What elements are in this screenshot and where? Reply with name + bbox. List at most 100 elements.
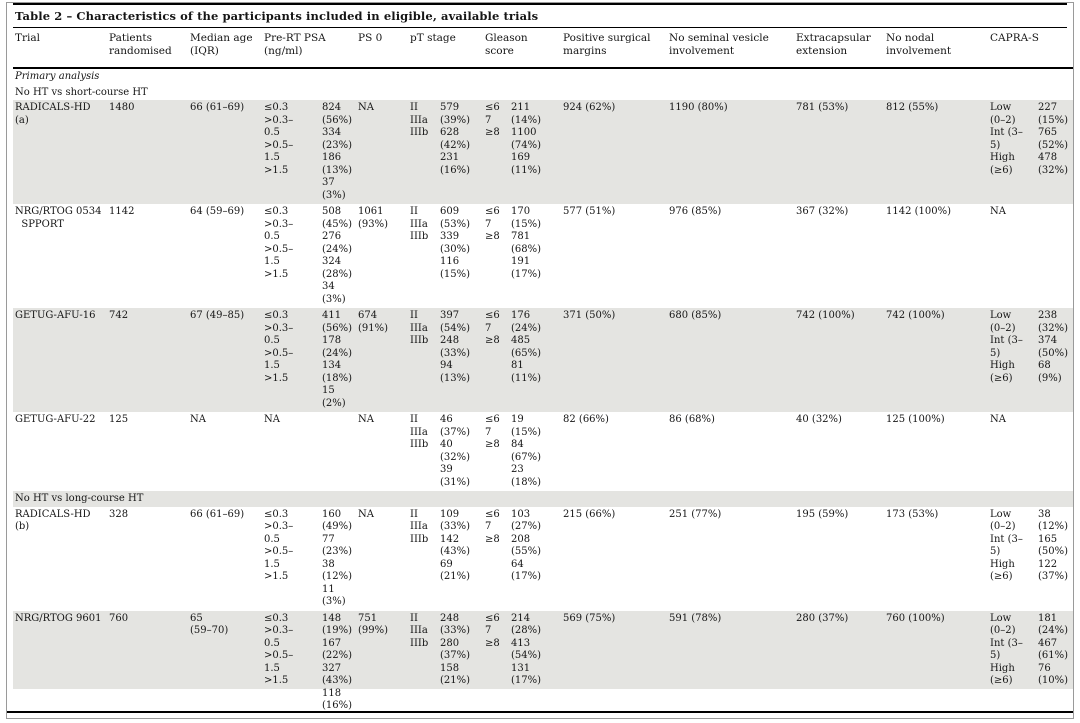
cell-gleason-value: 211 (14%) 1100 (74%) 169 (11%) [509, 100, 562, 204]
cell-trial: GETUG-AFU-22 [15, 414, 96, 425]
table-title: Table 2 – Characteristics of the partici… [13, 3, 1067, 28]
cell-trial: RADICALS-HD (b) [15, 508, 91, 533]
cell-gleason-value: 19 (15%) 84 (67%) 23 (18%) [511, 414, 542, 488]
cell-patients-randomised: 1480 [107, 100, 188, 204]
cell-extracapsular-extension: 195 (59%) [796, 508, 849, 520]
column-header: Median age (IQR) [188, 28, 262, 69]
cell-no-nodal-involvement: 125 (100%) [886, 414, 945, 425]
cell-pt-stage-value: 46 (37%) 40 (32%) 39 (31%) [440, 414, 471, 488]
cell-psa-category: NA [264, 414, 280, 425]
section-label: No HT vs short-course HT [15, 86, 148, 98]
cell-extracapsular-extension: 280 (37%) [794, 610, 885, 715]
section-row: Primary analysis [13, 68, 1073, 85]
table-row: GETUG-AFU-16 742 67 (49–85) ≤0.3 >0.3– 0.5 … [13, 308, 1073, 412]
cell-pt-stage-category: II IIIa IIIb [410, 414, 429, 450]
cell-no-nodal-involvement: 760 (100%) [884, 610, 989, 715]
cell-median-age: 64 (59–69) [190, 206, 245, 217]
cell-median-age: 65 (59–70) [188, 610, 262, 715]
cell-pt-stage-category: II IIIa IIIb [408, 610, 438, 715]
cell-psa-value: 824 (56%) 334 (23%) 186 (13%) 37 (3%) [320, 100, 356, 204]
cell-capra-value: 38 (12%) 165 (50%) 122 (37%) [1038, 508, 1069, 583]
column-header: Patients randomised [107, 28, 188, 69]
cell-median-age: 66 (61–69) [188, 100, 262, 204]
cell-no-nodal-involvement: 1142 (100%) [886, 206, 952, 217]
table-row: NRG/RTOG 9601 760 65 (59–70) ≤0.3 >0.3– 0.5… [13, 610, 1073, 715]
cell-positive-surgical-margins: 82 (66%) [563, 414, 609, 425]
cell-capra-value: 227 (15%) 765 (52%) 478 (32%) [1036, 100, 1073, 204]
column-header: No nodal involvement [884, 28, 989, 69]
cell-gleason-value: 176 (24%) 485 (65%) 81 (11%) [509, 308, 562, 412]
cell-no-seminal-vesicle-involvement: 86 (68%) [669, 414, 715, 425]
table-row: RADICALS-HD (a) 1480 66 (61–69) ≤0.3 >0.3– … [13, 100, 1073, 204]
cell-ps0: NA [358, 414, 374, 425]
cell-median-age: 67 (49–85) [188, 308, 262, 412]
cell-capra-value: 238 (32%) 374 (50%) 68 (9%) [1036, 308, 1073, 412]
cell-patients-randomised: 1142 [109, 206, 135, 217]
cell-psa-value: 508 (45%) 276 (24%) 324 (28%) 34 (3%) [322, 206, 353, 305]
cell-trial: GETUG-AFU-16 [13, 308, 107, 412]
cell-capra-category: Low (0–2) Int (3– 5) High (≥6) [988, 308, 1037, 412]
cell-pt-stage-value: 109 (33%) 142 (43%) 69 (21%) [440, 508, 471, 583]
cell-pt-stage-category: II IIIa IIIb [408, 100, 438, 204]
cell-capra-category: Low (0–2) Int (3– 5) High (≥6) [990, 508, 1023, 583]
cell-no-nodal-involvement: 812 (55%) [884, 100, 989, 204]
cell-no-seminal-vesicle-involvement: 591 (78%) [667, 610, 795, 715]
cell-psa-category: ≤0.3 >0.3– 0.5 >0.5– 1.5 >1.5 [264, 508, 294, 583]
cell-psa-value [320, 412, 356, 491]
cell-gleason-category: ≤6 7 ≥8 [483, 308, 509, 412]
cell-ps0: 1061 (93%) [358, 206, 389, 230]
column-header: PS 0 [356, 28, 408, 69]
cell-patients-randomised: 760 [107, 610, 188, 715]
cell-ps0: 674 (91%) [356, 308, 408, 412]
cell-gleason-category: ≤6 7 ≥8 [483, 610, 509, 715]
column-header: Pre-RT PSA (ng/ml) [262, 28, 356, 69]
column-header: Positive surgical margins [561, 28, 668, 69]
cell-no-nodal-involvement: 742 (100%) [884, 308, 989, 412]
cell-no-seminal-vesicle-involvement: 1190 (80%) [667, 100, 795, 204]
section-label: No HT vs long-course HT [13, 491, 1073, 507]
cell-no-seminal-vesicle-involvement: 680 (85%) [667, 308, 795, 412]
cell-no-seminal-vesicle-involvement: 976 (85%) [669, 206, 722, 217]
cell-capra-value [1036, 204, 1073, 308]
table-row: GETUG-AFU-22 125 NA NA NA II IIIa IIIb 46 (37%… [13, 412, 1073, 491]
cell-gleason-value: 170 (15%) 781 (68%) 191 (17%) [511, 206, 542, 280]
cell-ps0: NA [356, 100, 408, 204]
section-label: Primary analysis [15, 71, 100, 82]
cell-gleason-value: 214 (28%) 413 (54%) 131 (17%) [509, 610, 562, 715]
cell-psa-value: 160 (49%) 77 (23%) 38 (12%) 11 (3%) [322, 508, 353, 608]
cell-positive-surgical-margins: 577 (51%) [563, 206, 616, 217]
cell-gleason-category: ≤6 7 ≥8 [485, 206, 500, 242]
cell-pt-stage-value: 397 (54%) 248 (33%) 94 (13%) [438, 308, 483, 412]
column-header: Trial [13, 28, 107, 69]
header-row: Trial Patients randomised Median age (IQR)… [13, 28, 1073, 69]
cell-ps0: NA [358, 508, 374, 520]
cell-gleason-category: ≤6 7 ≥8 [483, 100, 509, 204]
cell-ps0: 751 (99%) [356, 610, 408, 715]
cell-gleason-category: ≤6 7 ≥8 [485, 414, 500, 450]
cell-gleason-category: ≤6 7 ≥8 [485, 508, 500, 545]
cell-pt-stage-category: II IIIa IIIb [410, 206, 429, 242]
column-header: CAPRA-S [988, 28, 1073, 69]
cell-positive-surgical-margins: 371 (50%) [561, 308, 668, 412]
cell-positive-surgical-margins: 215 (66%) [563, 508, 616, 520]
cell-pt-stage-value: 609 (53%) 339 (30%) 116 (15%) [440, 206, 471, 280]
cell-positive-surgical-margins: 924 (62%) [561, 100, 668, 204]
cell-patients-randomised: 125 [109, 414, 129, 425]
cell-extracapsular-extension: 367 (32%) [796, 206, 849, 217]
cell-psa-value: 411 (56%) 178 (24%) 134 (18%) 15 (2%) [320, 308, 356, 412]
cell-psa-category: ≤0.3 >0.3– 0.5 >0.5– 1.5 >1.5 [264, 206, 294, 280]
column-header: No seminal vesicle involvement [667, 28, 795, 69]
cell-psa-category: ≤0.3 >0.3– 0.5 >0.5– 1.5 >1.5 [262, 610, 320, 715]
cell-capra-value [1036, 412, 1073, 491]
section-row: No HT vs long-course HT [13, 491, 1073, 507]
column-header: Extracapsular extension [794, 28, 885, 69]
cell-psa-category: ≤0.3 >0.3– 0.5 >0.5– 1.5 >1.5 [262, 100, 320, 204]
cell-no-seminal-vesicle-involvement: 251 (77%) [669, 508, 722, 520]
cell-gleason-value: 103 (27%) 208 (55%) 64 (17%) [511, 508, 542, 583]
column-header: Gleason score [483, 28, 562, 69]
cell-psa-category: ≤0.3 >0.3– 0.5 >0.5– 1.5 >1.5 [262, 308, 320, 412]
cell-capra-category: NA [990, 206, 1006, 217]
cell-median-age: NA [190, 414, 206, 425]
cell-capra-category: Low (0–2) Int (3– 5) High (≥6) [988, 100, 1037, 204]
cell-pt-stage-category: II IIIa IIIb [408, 308, 438, 412]
